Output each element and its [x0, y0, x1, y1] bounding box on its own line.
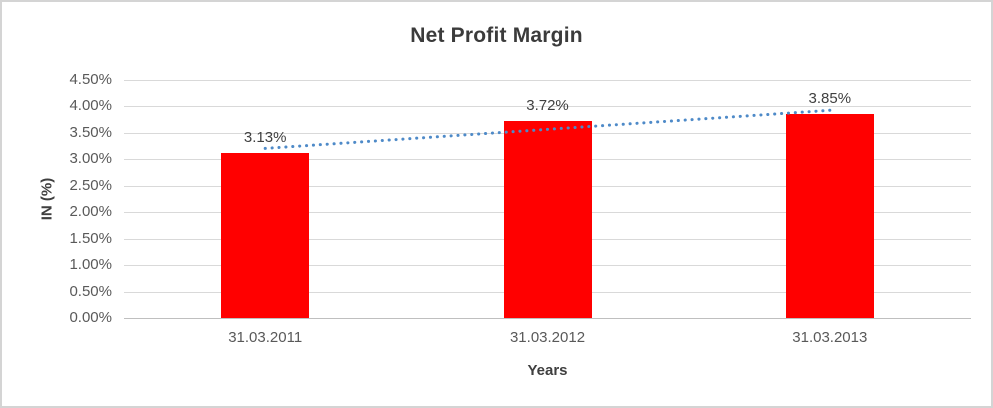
- gridline: [124, 318, 971, 319]
- x-axis-title: Years: [527, 362, 568, 379]
- bar-value-label: 3.13%: [243, 128, 287, 146]
- bar: [785, 114, 874, 318]
- gridline: [124, 80, 971, 81]
- bar: [221, 152, 310, 318]
- bar-value-label: 3.85%: [808, 90, 852, 108]
- plot-area: 3.13% 3.72% 3.85%: [124, 80, 971, 319]
- x-tick-label: 31.03.2011: [228, 329, 303, 346]
- y-tick-label: 0.00%: [69, 309, 112, 326]
- y-tick-label: 2.00%: [69, 203, 112, 221]
- y-tick-label: 3.50%: [69, 123, 112, 141]
- x-tick-label: 31.03.2013: [792, 329, 868, 346]
- bar: [503, 121, 592, 318]
- y-tick-label: 1.50%: [69, 229, 112, 247]
- y-tick-label: 1.00%: [69, 256, 112, 274]
- y-tick-label: 0.50%: [69, 282, 112, 300]
- bar-value-label: 3.72%: [526, 97, 569, 115]
- y-tick-label: 2.50%: [69, 176, 112, 194]
- y-tick-label: 3.00%: [69, 150, 112, 168]
- y-tick-label: 4.50%: [69, 71, 112, 88]
- gridline: [124, 106, 971, 108]
- y-tick-label: 4.00%: [69, 97, 112, 115]
- x-tick-label: 31.03.2012: [509, 329, 586, 346]
- chart-title: Net Profit Margin: [410, 24, 583, 47]
